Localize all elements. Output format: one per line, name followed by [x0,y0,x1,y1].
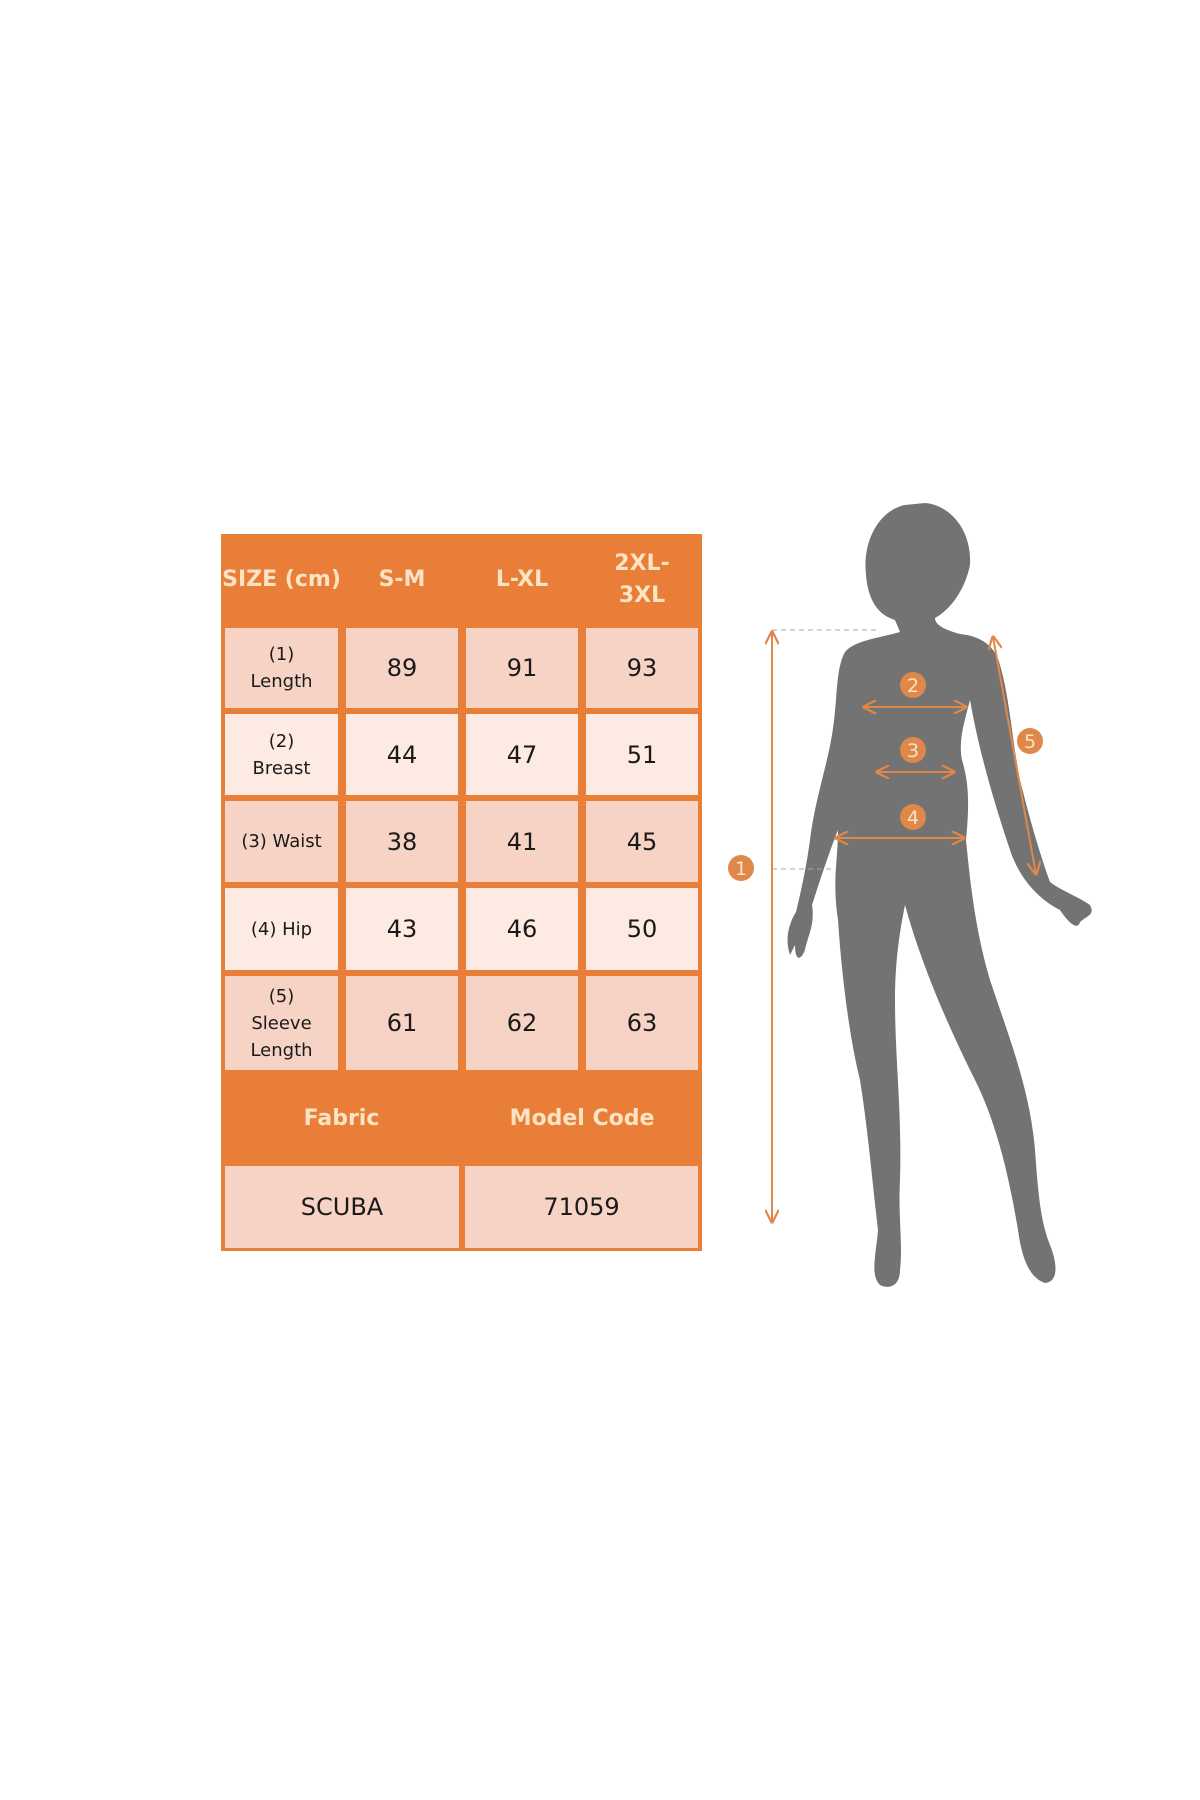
header-model-code: Model Code [509,1105,655,1131]
size-value-cell: 91 [466,628,578,708]
model-code-value: 71059 [465,1166,698,1248]
size-value-cell: 41 [466,801,578,882]
marker-number-3: 3 [907,740,919,762]
marker-number-5: 5 [1024,731,1036,753]
marker-circle-4 [900,804,926,830]
header-size: SIZE (cm) [222,566,341,592]
row-label: (5) Sleeve Length [225,976,338,1070]
row-label: (2) Breast [225,714,338,795]
marker-number-2: 2 [907,675,919,697]
row-label: (3) Waist [225,801,338,882]
header-2xl-3xl: 2XL-3XL [614,550,670,608]
size-chart-table: SIZE (cm) S-M L-XL 2XL-3XL (1) Length 89 9… [221,534,702,1251]
marker-number-1: 1 [735,858,747,880]
header-l-xl: L-XL [495,566,549,592]
size-value-cell: 47 [466,714,578,795]
size-value-cell: 62 [466,976,578,1070]
size-value-cell: 51 [586,714,698,795]
size-value-cell: 38 [346,801,458,882]
size-value-cell: 50 [586,888,698,970]
row-label: (1) Length [225,628,338,708]
size-value-cell: 45 [586,801,698,882]
sleeve-arrow [993,637,1036,874]
fabric-value: SCUBA [225,1166,459,1248]
marker-number-4: 4 [907,807,919,829]
marker-circle-3 [900,737,926,763]
size-value-cell: 44 [346,714,458,795]
size-value-cell: 43 [346,888,458,970]
marker-circle-5 [1017,728,1043,754]
row-label: (4) Hip [225,888,338,970]
marker-circle-1 [728,855,754,881]
header-fabric: Fabric [303,1105,380,1131]
size-value-cell: 61 [346,976,458,1070]
size-value-cell: 63 [586,976,698,1070]
size-value-cell: 93 [586,628,698,708]
size-value-cell: 89 [346,628,458,708]
header-s-m: S-M [378,566,426,592]
woman-silhouette [787,503,1092,1287]
marker-circle-2 [900,672,926,698]
size-value-cell: 46 [466,888,578,970]
measurement-lines [772,629,1036,1222]
